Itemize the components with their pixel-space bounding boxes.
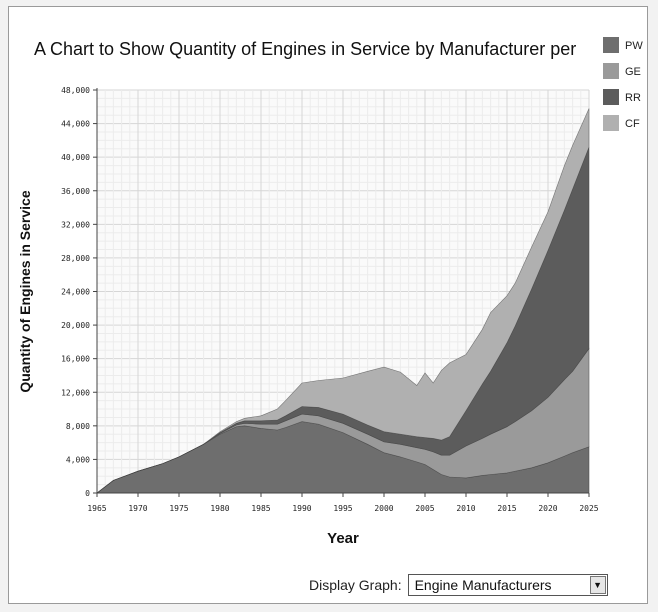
y-tick-label: 24,000 (61, 288, 90, 297)
x-tick-label: 2005 (415, 504, 434, 513)
dropdown-arrow-icon[interactable]: ▼ (589, 576, 606, 594)
y-axis-title: Quantity of Engines in Service (17, 190, 33, 392)
x-tick-label: 1995 (333, 504, 352, 513)
x-tick-label: 1970 (128, 504, 147, 513)
display-graph-select[interactable]: Engine Manufacturers ▼ (407, 574, 608, 596)
display-graph-selected-value: Engine Manufacturers (414, 577, 552, 593)
y-tick-label: 0 (85, 489, 90, 498)
display-graph-label: Display Graph: (309, 577, 402, 593)
y-tick-label: 40,000 (61, 153, 90, 162)
y-tick-label: 28,000 (61, 254, 90, 263)
y-tick-label: 4,000 (66, 455, 90, 464)
x-tick-label: 2000 (374, 504, 393, 513)
y-tick-label: 12,000 (61, 388, 90, 397)
y-tick-label: 44,000 (61, 120, 90, 129)
legend-label-cf: CF (625, 118, 640, 130)
legend-label-rr: RR (625, 92, 641, 104)
series-area-cf (96, 108, 590, 494)
y-tick-label: 16,000 (61, 355, 90, 364)
legend-swatch-pw (603, 37, 619, 53)
y-tick-label: 36,000 (61, 187, 90, 196)
x-tick-label: 1980 (210, 504, 229, 513)
x-tick-label: 2025 (579, 504, 598, 513)
display-graph-row: Display Graph: Engine Manufacturers ▼ (309, 573, 608, 597)
legend-label-pw: PW (625, 40, 643, 52)
legend-swatch-ge (603, 63, 619, 79)
x-tick-label: 1990 (292, 504, 311, 513)
x-axis-title: Year (327, 530, 359, 547)
x-tick-label: 1975 (169, 504, 188, 513)
x-tick-label: 1965 (87, 504, 106, 513)
chart-frame: A Chart to Show Quantity of Engines in S… (8, 6, 648, 604)
x-tick-label: 2015 (497, 504, 516, 513)
legend-swatch-cf (603, 115, 619, 131)
x-tick-label: 2020 (538, 504, 557, 513)
x-tick-label: 1985 (251, 504, 270, 513)
legend-swatch-rr (603, 89, 619, 105)
stacked-area-chart: A Chart to Show Quantity of Engines in S… (17, 31, 647, 547)
legend-label-ge: GE (625, 66, 641, 78)
y-tick-label: 20,000 (61, 321, 90, 330)
y-tick-label: 48,000 (61, 86, 90, 95)
y-tick-label: 32,000 (61, 220, 90, 229)
x-tick-label: 2010 (456, 504, 475, 513)
y-tick-label: 8,000 (66, 422, 90, 431)
chart-title: A Chart to Show Quantity of Engines in S… (34, 39, 576, 59)
